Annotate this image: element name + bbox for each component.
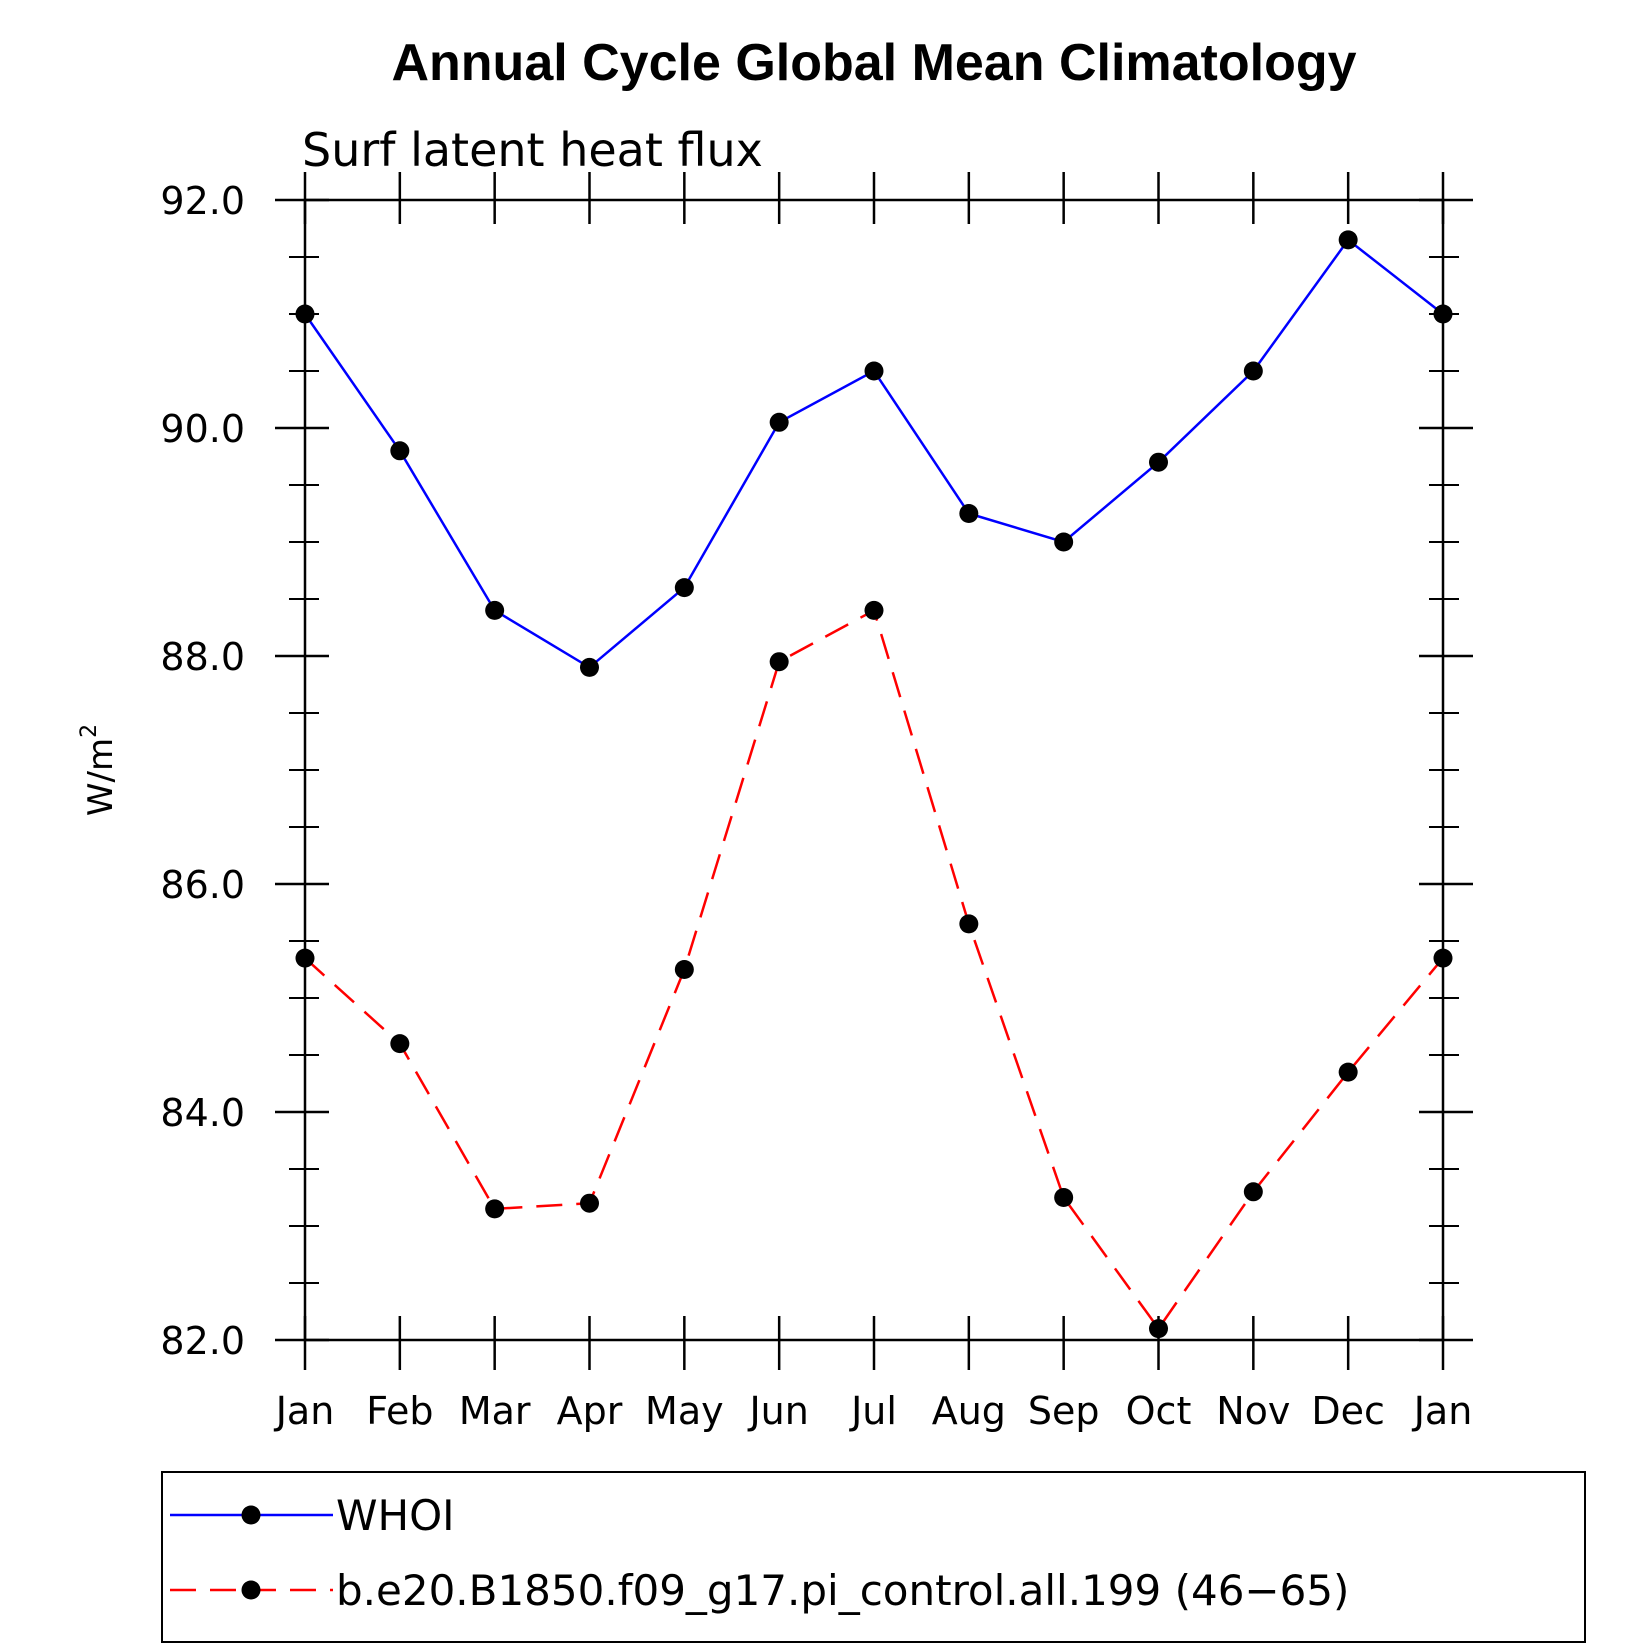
data-point <box>864 600 884 620</box>
x-tick-label: Nov <box>1216 1389 1290 1433</box>
data-point <box>959 914 979 934</box>
series-line <box>304 608 1444 1331</box>
data-point <box>485 600 505 620</box>
y-axis-label: W/m <box>81 738 121 816</box>
data-point <box>1433 304 1453 324</box>
x-tick-label: Jun <box>747 1389 808 1433</box>
data-point <box>1338 1062 1358 1082</box>
x-tick-label: Jan <box>1412 1389 1473 1433</box>
data-point <box>580 657 599 677</box>
data-point <box>959 504 979 523</box>
x-tick-label: Jul <box>849 1389 897 1433</box>
x-tick-label: Aug <box>932 1389 1006 1433</box>
legend-marker <box>241 1505 261 1525</box>
data-point <box>674 578 694 598</box>
y-axis-label-superscript: 2 <box>77 724 102 738</box>
x-axis-labels: Jan Feb Mar Apr May Jun Jul Aug Sep Oct Nov Dec Jan <box>274 1389 1473 1433</box>
x-tick-label: Jan <box>274 1389 335 1433</box>
legend-label: WHOI <box>336 1491 455 1540</box>
data-point <box>1054 1188 1074 1207</box>
data-point <box>769 412 789 432</box>
y-tick-label: 92.0 <box>160 179 245 223</box>
data-point <box>390 1034 410 1054</box>
x-tick-label: Dec <box>1311 1389 1385 1433</box>
data-point <box>864 361 884 381</box>
x-tick-label: May <box>645 1389 724 1433</box>
data-point <box>1054 532 1074 552</box>
y-axis-labels: 82.0 84.0 86.0 88.0 90.0 92.0 <box>160 179 245 1363</box>
x-tick-label: Mar <box>459 1389 531 1433</box>
x-tick-label: Apr <box>557 1389 623 1433</box>
legend <box>161 1471 1586 1643</box>
chart-title: Annual Cycle Global Mean Climatology <box>391 34 1356 92</box>
data-point <box>295 948 315 968</box>
series-layer <box>295 230 1453 1339</box>
data-point <box>295 304 315 324</box>
plot-frame <box>303 198 1445 1342</box>
data-point <box>1149 1319 1168 1339</box>
chart-subtitle: Surf latent heat flux <box>302 123 763 177</box>
data-point <box>1149 452 1168 472</box>
axis-ticks <box>275 172 1473 1370</box>
data-point <box>390 441 410 461</box>
y-tick-label: 84.0 <box>160 1091 245 1135</box>
data-point <box>580 1193 599 1213</box>
legend-items: WHOI b.e20.B1850.f09_g17.pi_control.all.1… <box>170 1491 1349 1615</box>
x-tick-label: Oct <box>1126 1389 1192 1433</box>
x-tick-label: Sep <box>1028 1389 1100 1433</box>
svg-text:W/m2: W/m2 <box>77 724 121 816</box>
y-tick-label: 88.0 <box>160 635 245 679</box>
data-point <box>674 960 694 979</box>
data-point <box>1338 230 1358 250</box>
legend-marker <box>241 1580 261 1600</box>
data-point <box>1243 361 1263 381</box>
data-point <box>1433 948 1453 968</box>
y-tick-label: 86.0 <box>160 863 245 907</box>
y-tick-label: 90.0 <box>160 407 245 451</box>
x-tick-label: Feb <box>366 1389 433 1433</box>
y-tick-label: 82.0 <box>160 1319 245 1363</box>
y-axis-title: W/m2 <box>77 724 121 816</box>
legend-label: b.e20.B1850.f09_g17.pi_control.all.199 (… <box>336 1566 1349 1615</box>
data-point <box>769 652 789 672</box>
data-point <box>1243 1182 1263 1202</box>
data-point <box>485 1199 505 1219</box>
